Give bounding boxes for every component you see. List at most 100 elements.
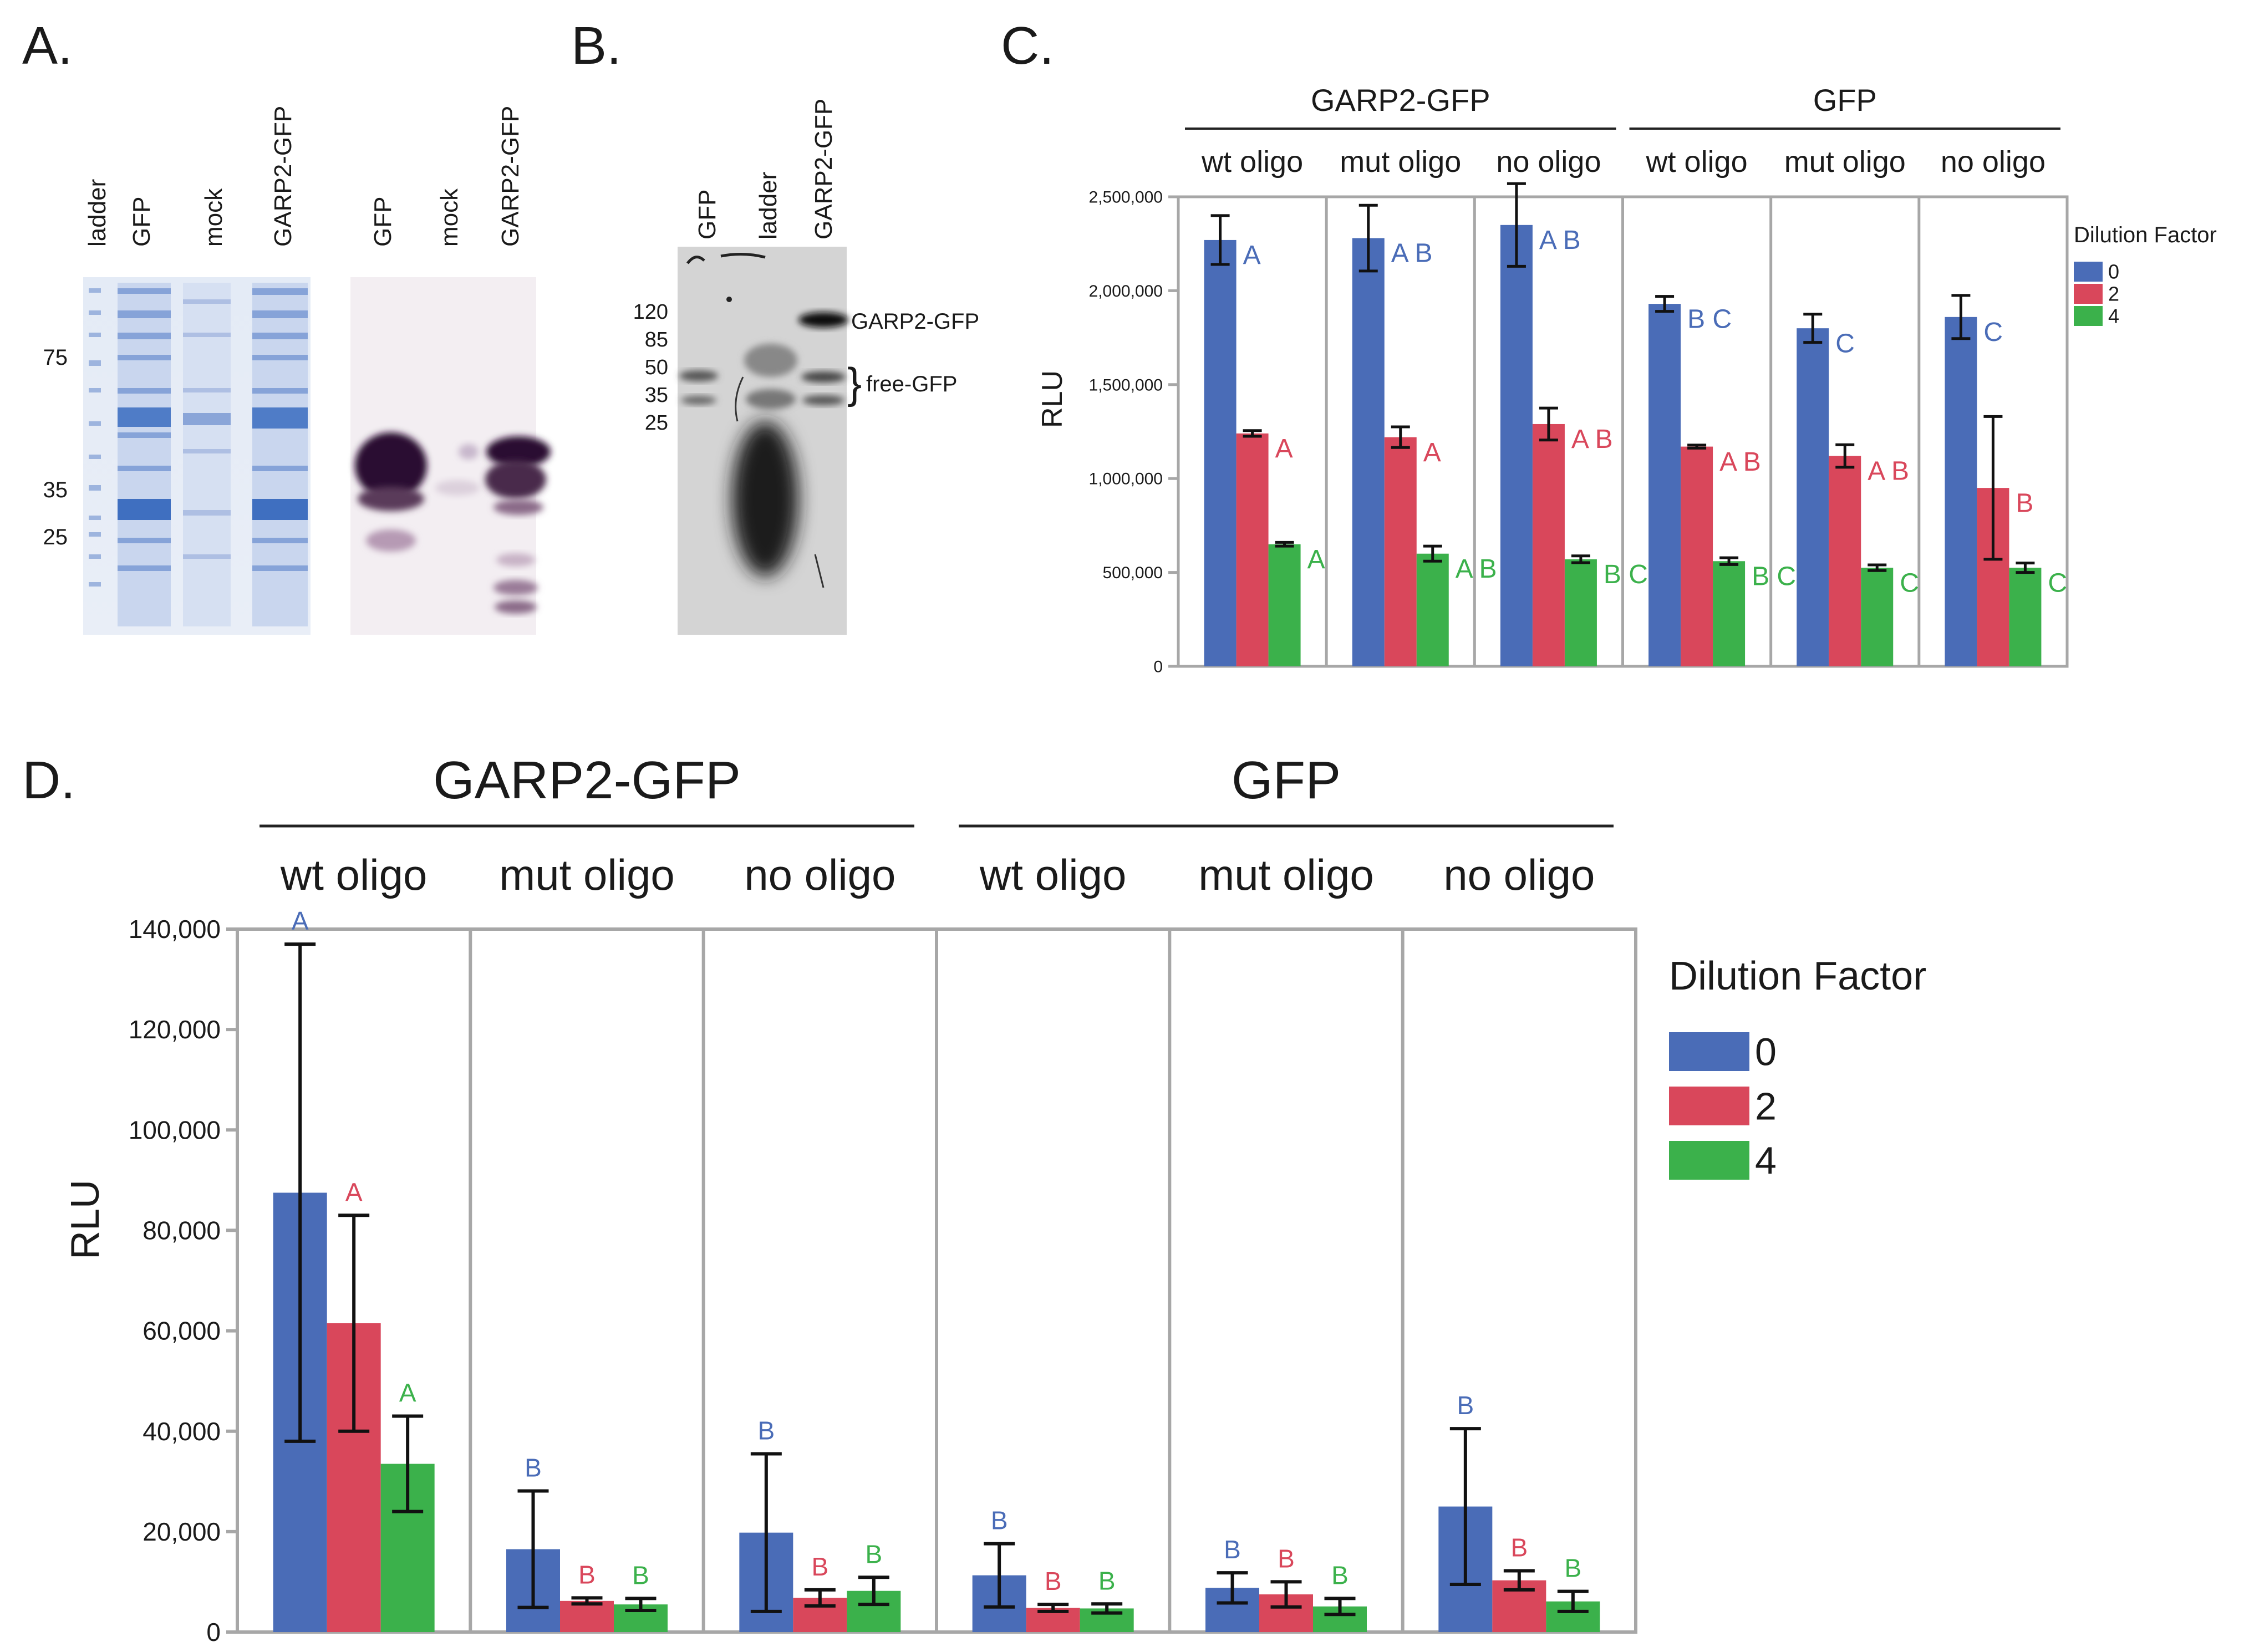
significance-letter: B (811, 1552, 828, 1581)
group-header-label: GFP (1813, 83, 1877, 118)
bar (1416, 553, 1449, 666)
significance-letter: B (2016, 488, 2033, 518)
significance-letter: A B (1571, 425, 1613, 454)
significance-letter: C (1900, 568, 1919, 598)
significance-letter: B C (1752, 562, 1796, 591)
y-tick-label: 100,000 (129, 1115, 221, 1144)
bar (1681, 446, 1713, 666)
significance-letter: C (2048, 568, 2067, 598)
chart-d: 0 20,000 40,000 60,000 80,000 100,000 120,000 1… (129, 751, 1926, 1646)
significance-letter: A (292, 906, 309, 935)
b-lane-label-gfp: GFP (694, 190, 721, 239)
bar (1352, 238, 1385, 666)
b-annotation-garp2-gfp: GARP2-GFP (851, 309, 979, 334)
chart-c-ylabel: RLU (1036, 370, 1068, 428)
bar (1648, 304, 1681, 666)
blot-lane-label-gfp: GFP (369, 197, 396, 247)
legend-swatch (2074, 284, 2103, 304)
gel-a-markers: 75 35 25 (43, 345, 68, 549)
legend-swatch (1669, 1032, 1749, 1071)
bar (2009, 568, 2042, 666)
significance-letter: B (865, 1539, 882, 1568)
marker-35: 35 (43, 478, 68, 502)
significance-letter: A (1307, 545, 1325, 574)
bar (1532, 424, 1565, 666)
lane-label-mock: mock (200, 188, 227, 247)
b-brace: } (847, 359, 862, 407)
panel-d-label: D. (22, 751, 75, 810)
significance-letter: A B (1456, 554, 1497, 584)
significance-letter: B (1331, 1561, 1349, 1589)
category-label: mut oligo (1198, 850, 1374, 899)
legend-swatch (1669, 1141, 1749, 1180)
legend-label: 2 (2108, 283, 2119, 305)
y-tick-label: 140,000 (129, 915, 221, 944)
bar (1829, 456, 1861, 666)
panel-c: C. RLU 0 500,000 1,000,000 1,500,000 2,000,0… (1001, 16, 2217, 676)
bar (1713, 561, 1746, 666)
significance-letter: B (757, 1416, 775, 1445)
category-label: mut oligo (1340, 145, 1461, 179)
category-label: no oligo (1496, 145, 1601, 179)
bar (1861, 568, 1894, 666)
b-annotation-free-gfp: free-GFP (866, 372, 957, 396)
bar (1500, 225, 1533, 666)
legend-label: 0 (1755, 1031, 1777, 1074)
blot-lane-label-garp2-gfp: GARP2-GFP (497, 106, 524, 247)
b-marker-50: 50 (645, 356, 668, 379)
bar (1236, 433, 1269, 666)
category-label: wt oligo (1201, 145, 1303, 179)
group-header-label: GARP2-GFP (1311, 83, 1490, 118)
legend-label: 4 (2108, 305, 2119, 328)
significance-letter: B (1098, 1566, 1116, 1595)
significance-letter: A (399, 1379, 416, 1408)
legend-swatch (2074, 262, 2103, 282)
b-marker-25: 25 (645, 411, 668, 435)
significance-letter: B (632, 1561, 649, 1589)
lane-label-ladder: ladder (84, 179, 111, 247)
western-blot-a (350, 277, 551, 635)
panel-b-label: B. (571, 16, 622, 75)
y-tick-label: 40,000 (143, 1417, 221, 1446)
significance-letter: A B (1539, 226, 1581, 255)
significance-letter: B (1045, 1567, 1062, 1595)
bar (1204, 239, 1237, 666)
bar (1564, 559, 1597, 666)
category-label: no oligo (1941, 145, 2046, 179)
significance-letter: A (1275, 434, 1293, 463)
chart-d-ylabel: RLU (63, 1180, 108, 1260)
y-tick-label: 500,000 (1103, 564, 1163, 582)
b-lane-label-garp2-gfp: GARP2-GFP (810, 99, 837, 239)
significance-letter: B C (1687, 304, 1732, 334)
significance-letter: A B (1719, 447, 1761, 477)
bar (560, 1600, 614, 1632)
legend-label: 2 (1755, 1085, 1777, 1128)
gel-lane-garp2-gfp (252, 283, 308, 626)
y-tick-label: 0 (206, 1618, 221, 1646)
y-tick-label: 1,500,000 (1089, 376, 1163, 394)
y-tick-label: 2,000,000 (1089, 282, 1163, 300)
y-tick-label: 2,500,000 (1089, 188, 1163, 207)
b-lane-label-ladder: ladder (755, 172, 782, 239)
gel-lane-mock (183, 283, 231, 626)
y-tick-label: 60,000 (143, 1317, 221, 1345)
y-tick-label: 0 (1153, 658, 1163, 676)
b-marker-35: 35 (645, 384, 668, 407)
lane-label-gfp: GFP (128, 197, 155, 247)
significance-letter: B (991, 1506, 1008, 1535)
y-tick-label: 120,000 (129, 1015, 221, 1044)
significance-letter: C (1835, 329, 1855, 358)
significance-letter: A (1243, 241, 1261, 270)
panel-c-label: C. (1001, 16, 1054, 75)
b-marker-120: 120 (633, 300, 668, 324)
significance-letter: C (1983, 318, 2003, 347)
legend-swatch (1669, 1087, 1749, 1125)
coomassie-gel (83, 277, 311, 635)
significance-letter: A (345, 1177, 363, 1206)
significance-letter: B (1510, 1533, 1528, 1562)
significance-letter: A B (1868, 457, 1909, 486)
category-label: wt oligo (280, 850, 427, 899)
